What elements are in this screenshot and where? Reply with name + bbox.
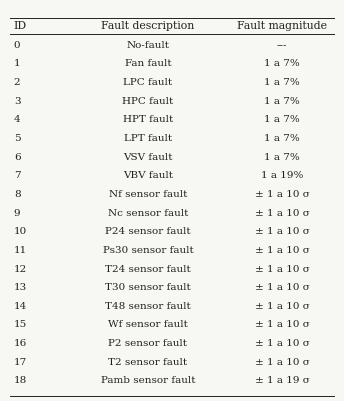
Text: ± 1 a 10 σ: ± 1 a 10 σ (255, 358, 310, 367)
Text: 11: 11 (14, 246, 27, 255)
Text: Ps30 sensor fault: Ps30 sensor fault (103, 246, 193, 255)
Text: Wf sensor fault: Wf sensor fault (108, 320, 188, 330)
Text: 8: 8 (14, 190, 20, 199)
Text: 14: 14 (14, 302, 27, 311)
Text: 12: 12 (14, 265, 27, 273)
Text: 6: 6 (14, 153, 20, 162)
Text: ± 1 a 10 σ: ± 1 a 10 σ (255, 302, 310, 311)
Text: ± 1 a 10 σ: ± 1 a 10 σ (255, 339, 310, 348)
Text: HPC fault: HPC fault (122, 97, 173, 106)
Text: 10: 10 (14, 227, 27, 236)
Text: T30 sensor fault: T30 sensor fault (105, 283, 191, 292)
Text: 16: 16 (14, 339, 27, 348)
Text: 1 a 7%: 1 a 7% (264, 115, 300, 124)
Text: 0: 0 (14, 41, 20, 50)
Text: Nc sensor fault: Nc sensor fault (108, 209, 188, 218)
Text: HPT fault: HPT fault (123, 115, 173, 124)
Text: P2 sensor fault: P2 sensor fault (108, 339, 187, 348)
Text: 18: 18 (14, 377, 27, 385)
Text: T2 sensor fault: T2 sensor fault (108, 358, 187, 367)
Text: 7: 7 (14, 171, 20, 180)
Text: 1 a 7%: 1 a 7% (264, 59, 300, 69)
Text: VSV fault: VSV fault (123, 153, 173, 162)
Text: 1 a 7%: 1 a 7% (264, 134, 300, 143)
Text: VBV fault: VBV fault (123, 171, 173, 180)
Text: ± 1 a 10 σ: ± 1 a 10 σ (255, 265, 310, 273)
Text: P24 sensor fault: P24 sensor fault (105, 227, 191, 236)
Text: Fault magnitude: Fault magnitude (237, 21, 327, 30)
Text: No-fault: No-fault (126, 41, 169, 50)
Text: 3: 3 (14, 97, 20, 106)
Text: ID: ID (14, 21, 27, 30)
Text: ± 1 a 10 σ: ± 1 a 10 σ (255, 320, 310, 330)
Text: 4: 4 (14, 115, 20, 124)
Text: 1 a 7%: 1 a 7% (264, 153, 300, 162)
Text: Pamb sensor fault: Pamb sensor fault (101, 377, 195, 385)
Text: ± 1 a 10 σ: ± 1 a 10 σ (255, 209, 310, 218)
Text: ± 1 a 10 σ: ± 1 a 10 σ (255, 227, 310, 236)
Text: ± 1 a 19 σ: ± 1 a 19 σ (255, 377, 310, 385)
Text: 9: 9 (14, 209, 20, 218)
Text: 17: 17 (14, 358, 27, 367)
Text: 1 a 7%: 1 a 7% (264, 78, 300, 87)
Text: Nf sensor fault: Nf sensor fault (109, 190, 187, 199)
Text: 2: 2 (14, 78, 20, 87)
Text: 1 a 7%: 1 a 7% (264, 97, 300, 106)
Text: 1: 1 (14, 59, 20, 69)
Text: 1 a 19%: 1 a 19% (261, 171, 303, 180)
Text: LPT fault: LPT fault (124, 134, 172, 143)
Text: T48 sensor fault: T48 sensor fault (105, 302, 191, 311)
Text: Fan fault: Fan fault (125, 59, 171, 69)
Text: ---: --- (277, 41, 287, 50)
Text: ± 1 a 10 σ: ± 1 a 10 σ (255, 283, 310, 292)
Text: T24 sensor fault: T24 sensor fault (105, 265, 191, 273)
Text: Fault description: Fault description (101, 21, 195, 30)
Text: 5: 5 (14, 134, 20, 143)
Text: ± 1 a 10 σ: ± 1 a 10 σ (255, 246, 310, 255)
Text: 15: 15 (14, 320, 27, 330)
Text: 13: 13 (14, 283, 27, 292)
Text: ± 1 a 10 σ: ± 1 a 10 σ (255, 190, 310, 199)
Text: LPC fault: LPC fault (123, 78, 172, 87)
